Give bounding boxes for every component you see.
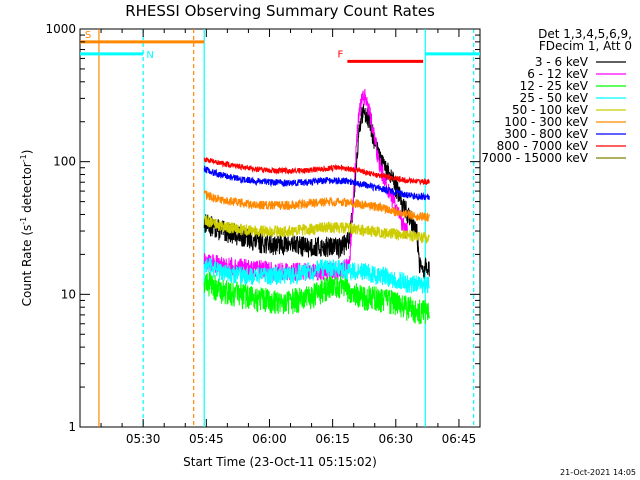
legend-item-label: 12 - 25 keV: [520, 79, 589, 93]
legend-item-label: 6 - 12 keV: [527, 67, 589, 81]
legend-header-line: Det 1,3,4,5,6,9,: [538, 27, 632, 41]
series-line: [203, 165, 430, 201]
x-tick-label: 05:45: [189, 432, 224, 446]
y-label-end: ): [20, 150, 34, 155]
time-markers: [98, 29, 475, 427]
y-axis-label: Count Rate (s-1 detector-1): [19, 150, 34, 307]
x-tick-label: 06:15: [315, 432, 350, 446]
annotation-label-N: N: [146, 50, 153, 61]
y-tick-label: 10: [61, 287, 76, 301]
attenuator-annotations: S N F: [80, 30, 480, 63]
series-line: [203, 215, 430, 245]
series-line: [203, 157, 430, 186]
x-tick-label: 06:45: [442, 432, 477, 446]
series-lines: [203, 88, 430, 325]
legend-item-label: 3 - 6 keV: [535, 55, 589, 69]
y-label-exp1: -1: [19, 217, 28, 225]
x-tick-label: 05:30: [126, 432, 161, 446]
x-axis: 05:30 05:45 06:00 06:15 06:30 06:45: [100, 29, 477, 446]
footer-timestamp: 21-Oct-2021 14:05: [560, 468, 636, 477]
chart-title: RHESSI Observing Summary Count Rates: [125, 2, 435, 20]
series-line: [203, 270, 430, 325]
y-tick-label: 1: [68, 420, 76, 434]
series-line: [203, 257, 430, 294]
x-tick-label: 06:30: [378, 432, 413, 446]
legend-item-label: 50 - 100 keV: [512, 103, 589, 117]
legend-item-label: 7000 - 15000 keV: [481, 151, 588, 165]
legend-item-label: 25 - 50 keV: [520, 91, 589, 105]
series-line: [203, 190, 430, 222]
plot-frame: [79, 28, 481, 428]
annotation-label-F: F: [337, 49, 343, 60]
y-label-mid: detector: [20, 162, 34, 217]
y-axis: 1 10 100 1000: [45, 22, 480, 434]
legend-header-line: FDecim 1, Att 0: [539, 39, 632, 53]
legend-item-label: 800 - 7000 keV: [497, 139, 589, 153]
x-tick-label: 06:00: [252, 432, 287, 446]
legend-item-label: 100 - 300 keV: [504, 115, 588, 129]
legend: Det 1,3,4,5,6,9,FDecim 1, Att 0 3 - 6 keV…: [481, 27, 632, 165]
y-tick-label: 100: [53, 155, 76, 169]
x-axis-label: Start Time (23-Oct-11 05:15:02): [183, 455, 377, 469]
y-tick-label: 1000: [45, 22, 76, 36]
y-label-exp2: -1: [19, 154, 28, 162]
annotation-label-S: S: [85, 30, 91, 41]
y-label-main: Count Rate (s: [20, 225, 34, 307]
legend-item-label: 300 - 800 keV: [504, 127, 588, 141]
